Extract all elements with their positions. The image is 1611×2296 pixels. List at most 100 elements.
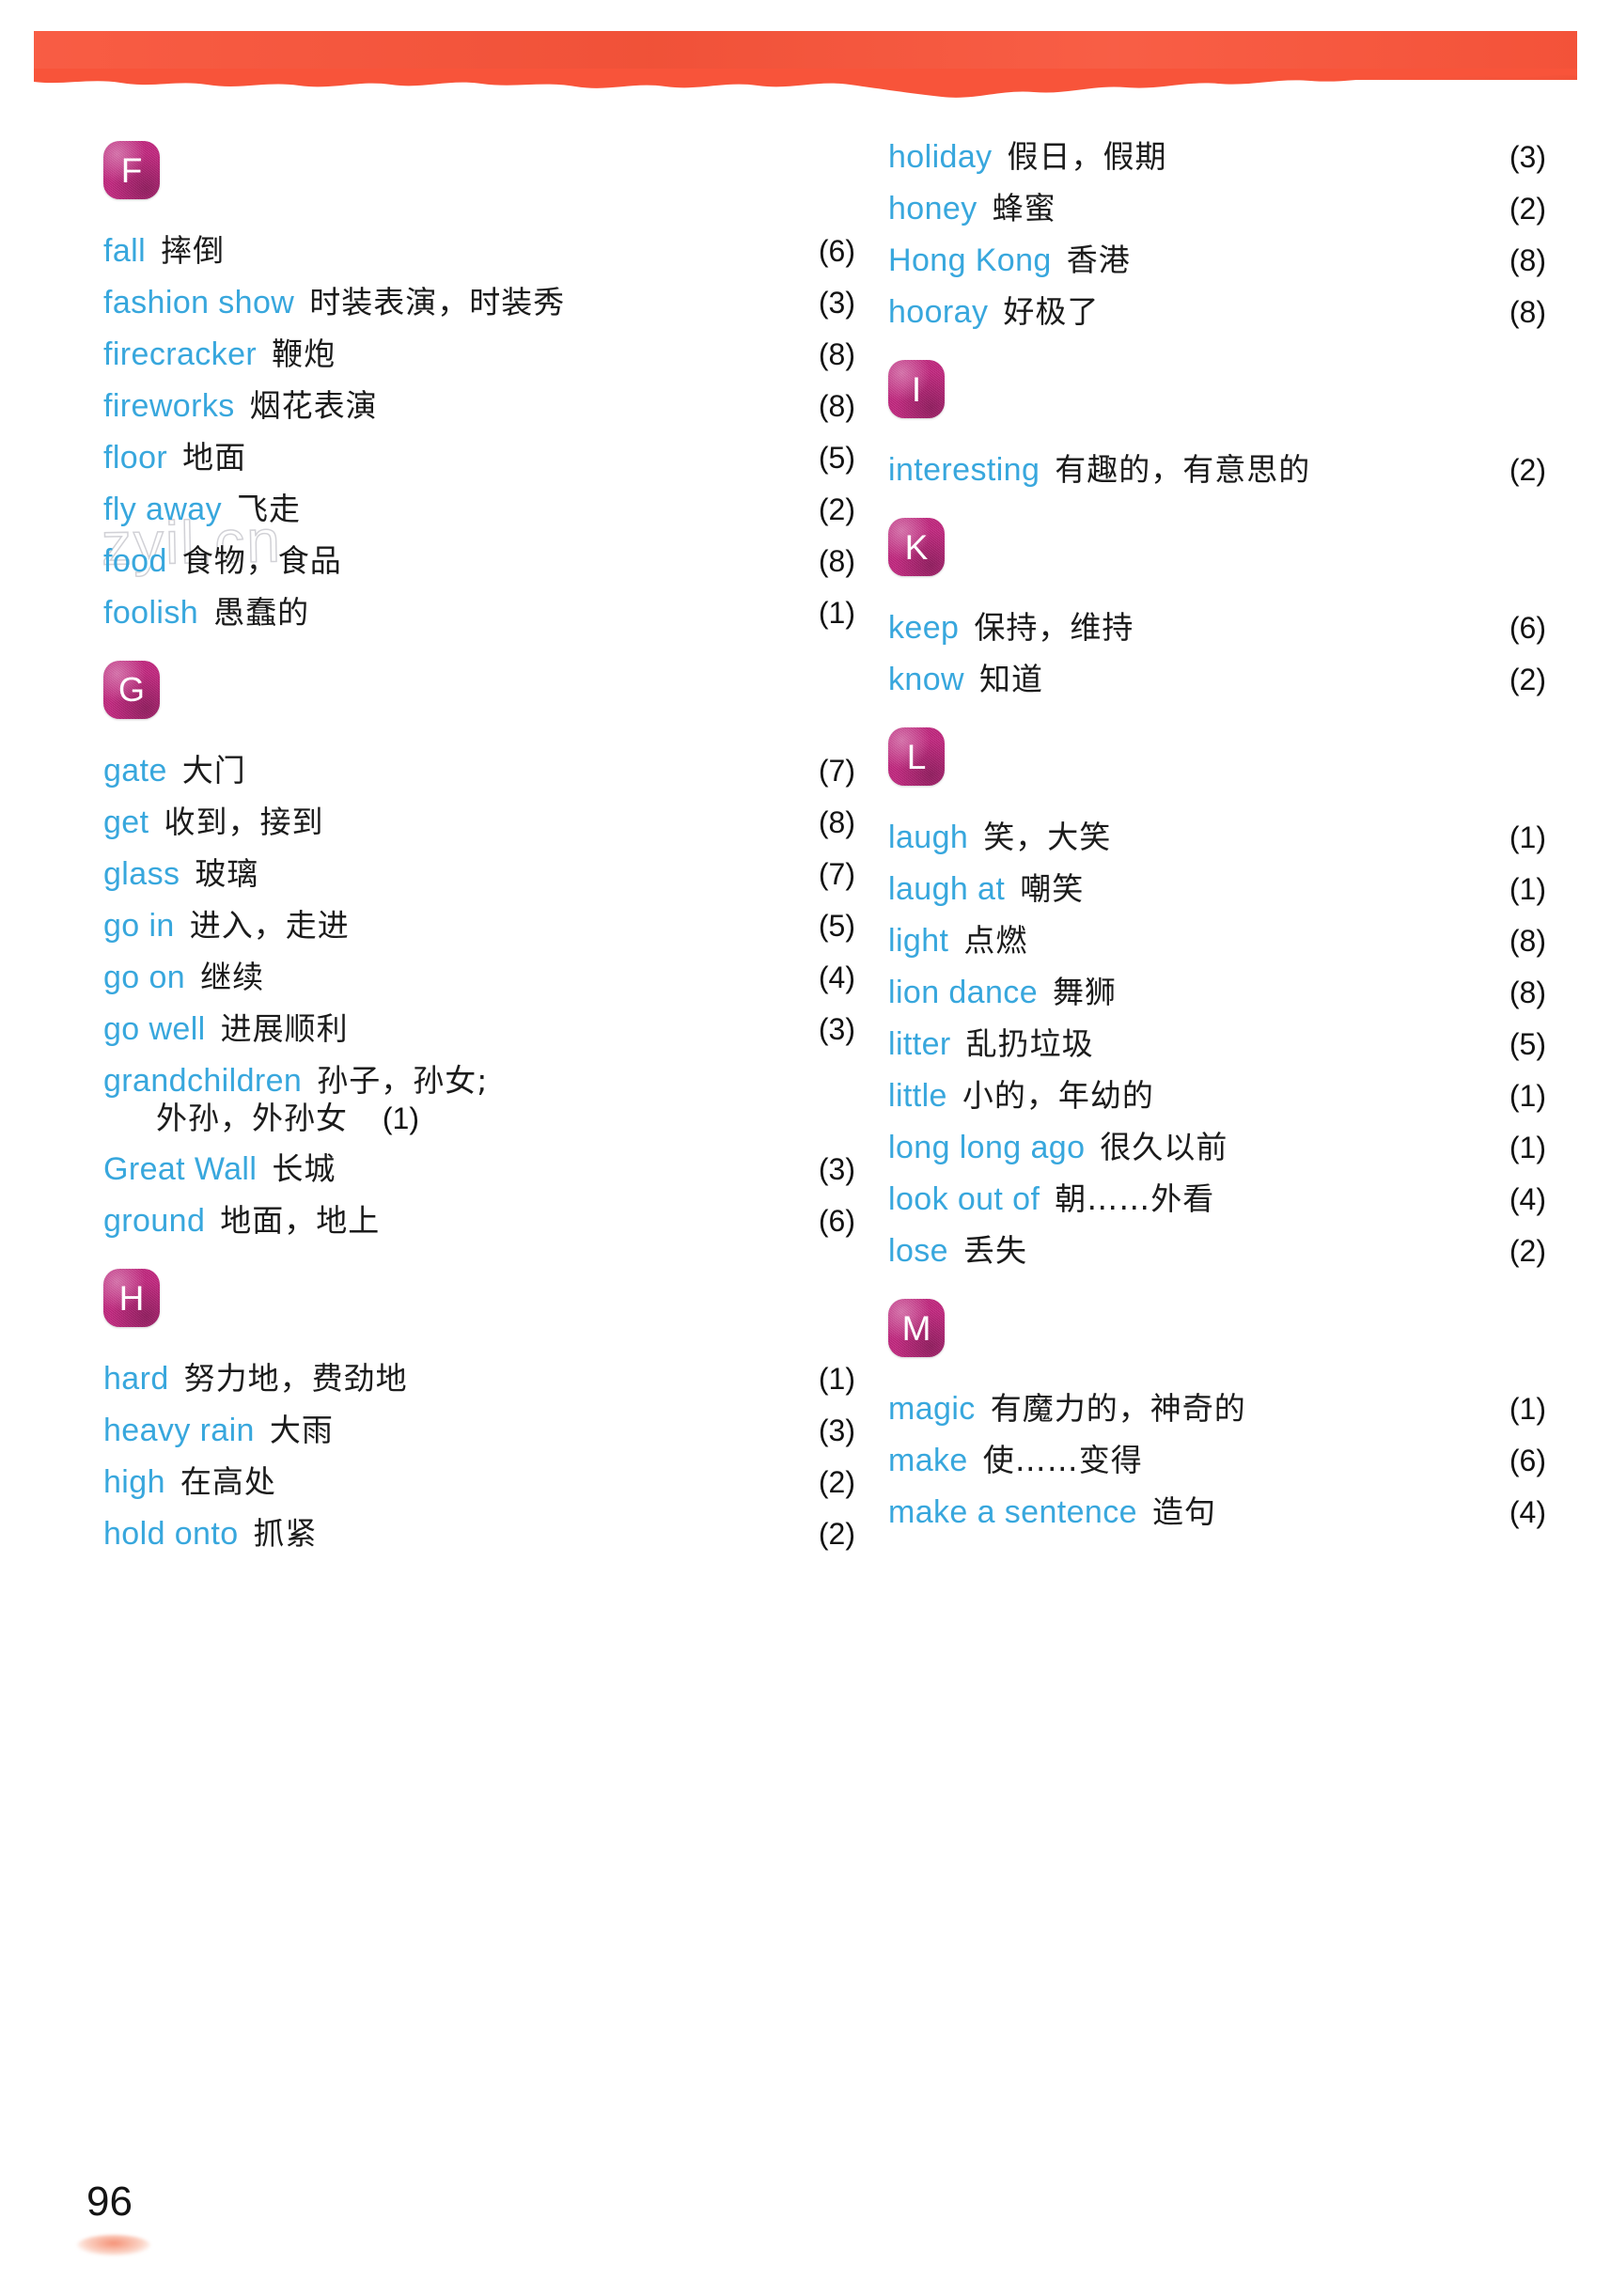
entry-chinese: 鞭炮	[272, 336, 336, 372]
glossary-entry[interactable]: lose 丢失 (2)	[888, 1235, 1546, 1267]
entry-list-k: keep 保持，维持 (6) know 知道 (2)	[888, 612, 1546, 695]
glossary-entry[interactable]: know 知道 (2)	[888, 664, 1546, 695]
glossary-entry[interactable]: laugh 笑，大笑 (1)	[888, 821, 1546, 853]
entry-chinese: 收到，接到	[164, 804, 324, 840]
entry-english: laugh at	[888, 871, 1006, 907]
entry-texts: hard 努力地，费劲地	[103, 1363, 784, 1395]
entry-chinese: 很久以前	[1100, 1129, 1228, 1165]
entry-chinese: 保持，维持	[974, 609, 1134, 646]
entry-page-ref: (1)	[1509, 820, 1546, 854]
entry-page-ref: (1)	[382, 1101, 419, 1135]
glossary-entry[interactable]: hold onto 抓紧 (2)	[103, 1518, 855, 1550]
glossary-entry[interactable]: high 在高处 (2)	[103, 1466, 855, 1498]
letter-badge-label: F	[120, 150, 143, 190]
entry-list-m: magic 有魔力的，神奇的 (1) make 使……变得 (6)	[888, 1393, 1546, 1528]
entry-page-ref: (2)	[1509, 453, 1546, 487]
entry-english: litter	[888, 1026, 951, 1062]
glossary-entry[interactable]: honey 蜂蜜 (2)	[888, 193, 1546, 225]
glossary-entry[interactable]: litter 乱扔垃圾 (5)	[888, 1028, 1546, 1060]
glossary-entry[interactable]: keep 保持，维持 (6)	[888, 612, 1546, 644]
glossary-entry[interactable]: magic 有魔力的，神奇的 (1)	[888, 1393, 1546, 1425]
entry-english: fireworks	[103, 388, 235, 424]
entry-texts: go well 进展顺利	[103, 1013, 784, 1045]
entry-english: ground	[103, 1203, 206, 1239]
entry-english: Hong Kong	[888, 242, 1052, 278]
entry-english: high	[103, 1464, 165, 1500]
glossary-entry[interactable]: get 收到，接到 (8)	[103, 806, 855, 838]
entry-texts: fly away 飞走	[103, 493, 784, 525]
entry-texts: lose 丢失	[888, 1235, 1475, 1267]
glossary-entry[interactable]: fall 摔倒 (6)	[103, 235, 855, 267]
letter-badge-label: M	[901, 1308, 931, 1348]
entry-texts: litter 乱扔垃圾	[888, 1028, 1475, 1060]
glossary-entry[interactable]: long long ago 很久以前 (1)	[888, 1132, 1546, 1164]
entry-texts: fireworks 烟花表演	[103, 390, 784, 422]
glossary-entry[interactable]: gate 大门 (7)	[103, 755, 855, 787]
entry-page-ref: (1)	[1509, 872, 1546, 906]
letter-badge-row: I	[888, 360, 1546, 450]
glossary-entry[interactable]: make 使……变得 (6)	[888, 1445, 1546, 1476]
entry-page-ref: (2)	[1509, 1234, 1546, 1268]
entry-english: grandchildren	[103, 1063, 303, 1099]
glossary-entry[interactable]: hard 努力地，费劲地 (1)	[103, 1363, 855, 1395]
glossary-entry[interactable]: go in 进入，走进 (5)	[103, 910, 855, 942]
glossary-entry[interactable]: lion dance 舞狮 (8)	[888, 976, 1546, 1008]
entry-chinese: 假日，假期	[1007, 138, 1167, 175]
entry-page-ref: (8)	[1509, 976, 1546, 1009]
glossary-entry[interactable]: fashion show 时装表演，时装秀 (3)	[103, 287, 855, 319]
letter-badge-row: L	[888, 727, 1546, 818]
letter-badge-row: K	[888, 518, 1546, 608]
entry-chinese: 进展顺利	[220, 1010, 349, 1047]
glossary-entry[interactable]: floor 地面 (5)	[103, 442, 855, 474]
glossary-entry[interactable]: look out of 朝……外看 (4)	[888, 1183, 1546, 1215]
entry-english: get	[103, 804, 149, 840]
glossary-entry[interactable]: fly away 飞走 (2)	[103, 493, 855, 525]
glossary-entry[interactable]: light 点燃 (8)	[888, 925, 1546, 957]
entry-texts: make 使……变得	[888, 1445, 1475, 1476]
entry-english: glass	[103, 856, 180, 892]
entry-texts: firecracker 鞭炮	[103, 338, 784, 370]
glossary-entry[interactable]: Great Wall 长城 (3)	[103, 1153, 855, 1185]
letter-badge-h: H	[103, 1269, 160, 1327]
entry-english: interesting	[888, 452, 1040, 488]
entry-texts: high 在高处	[103, 1466, 784, 1498]
entry-page-ref: (5)	[1509, 1027, 1546, 1061]
glossary-entry[interactable]: go on 继续 (4)	[103, 961, 855, 993]
glossary-entry[interactable]: Hong Kong 香港 (8)	[888, 244, 1546, 276]
entry-chinese: 长城	[272, 1150, 336, 1187]
entry-page-ref: (8)	[1509, 295, 1546, 329]
glossary-entry[interactable]: make a sentence 造句 (4)	[888, 1496, 1546, 1528]
entry-page-ref: (4)	[818, 961, 855, 994]
glossary-entry[interactable]: hooray 好极了 (8)	[888, 296, 1546, 328]
letter-badge-row: G	[103, 661, 855, 751]
entry-chinese: 小的，年幼的	[962, 1077, 1154, 1114]
letter-group-m: M magic 有魔力的，神奇的 (1) make 使……变得	[888, 1299, 1546, 1528]
glossary-entry[interactable]: interesting 有趣的，有意思的 (2)	[888, 454, 1546, 486]
letter-group-h: H hard 努力地，费劲地 (1) heavy rain 大	[103, 1269, 855, 1550]
glossary-entry[interactable]: foolish 愚蠢的 (1)	[103, 597, 855, 629]
entry-page-ref: (4)	[1509, 1182, 1546, 1216]
glossary-entry[interactable]: ground 地面，地上 (6)	[103, 1205, 855, 1237]
entry-chinese: 蜂蜜	[992, 190, 1056, 226]
glossary-entry[interactable]: grandchildren 孙子，孙女;	[103, 1065, 855, 1097]
glossary-entry[interactable]: food 食物，食品 (8)	[103, 545, 855, 577]
entry-english: foolish	[103, 595, 199, 631]
glossary-entry[interactable]: little 小的，年幼的 (1)	[888, 1080, 1546, 1112]
entry-texts: foolish 愚蠢的	[103, 597, 784, 629]
entry-page-ref: (2)	[818, 1517, 855, 1551]
glossary-entry[interactable]: firecracker 鞭炮 (8)	[103, 338, 855, 370]
glossary-entry[interactable]: laugh at 嘲笑 (1)	[888, 873, 1546, 905]
entry-page-ref: (2)	[1509, 192, 1546, 226]
entry-english: food	[103, 543, 167, 579]
entry-texts: gate 大门	[103, 755, 784, 787]
glossary-entry[interactable]: go well 进展顺利 (3)	[103, 1013, 855, 1045]
glossary-entry[interactable]: glass 玻璃 (7)	[103, 858, 855, 890]
glossary-entry[interactable]: heavy rain 大雨 (3)	[103, 1414, 855, 1446]
glossary-entry[interactable]: fireworks 烟花表演 (8)	[103, 390, 855, 422]
glossary-entry[interactable]: holiday 假日，假期 (3)	[888, 141, 1546, 173]
entry-chinese: 食物，食品	[181, 542, 342, 579]
entry-chinese: 香港	[1066, 242, 1131, 278]
entry-page-ref: (3)	[818, 286, 855, 320]
entry-page-ref: (5)	[818, 441, 855, 475]
folio-smudge	[77, 2235, 150, 2256]
